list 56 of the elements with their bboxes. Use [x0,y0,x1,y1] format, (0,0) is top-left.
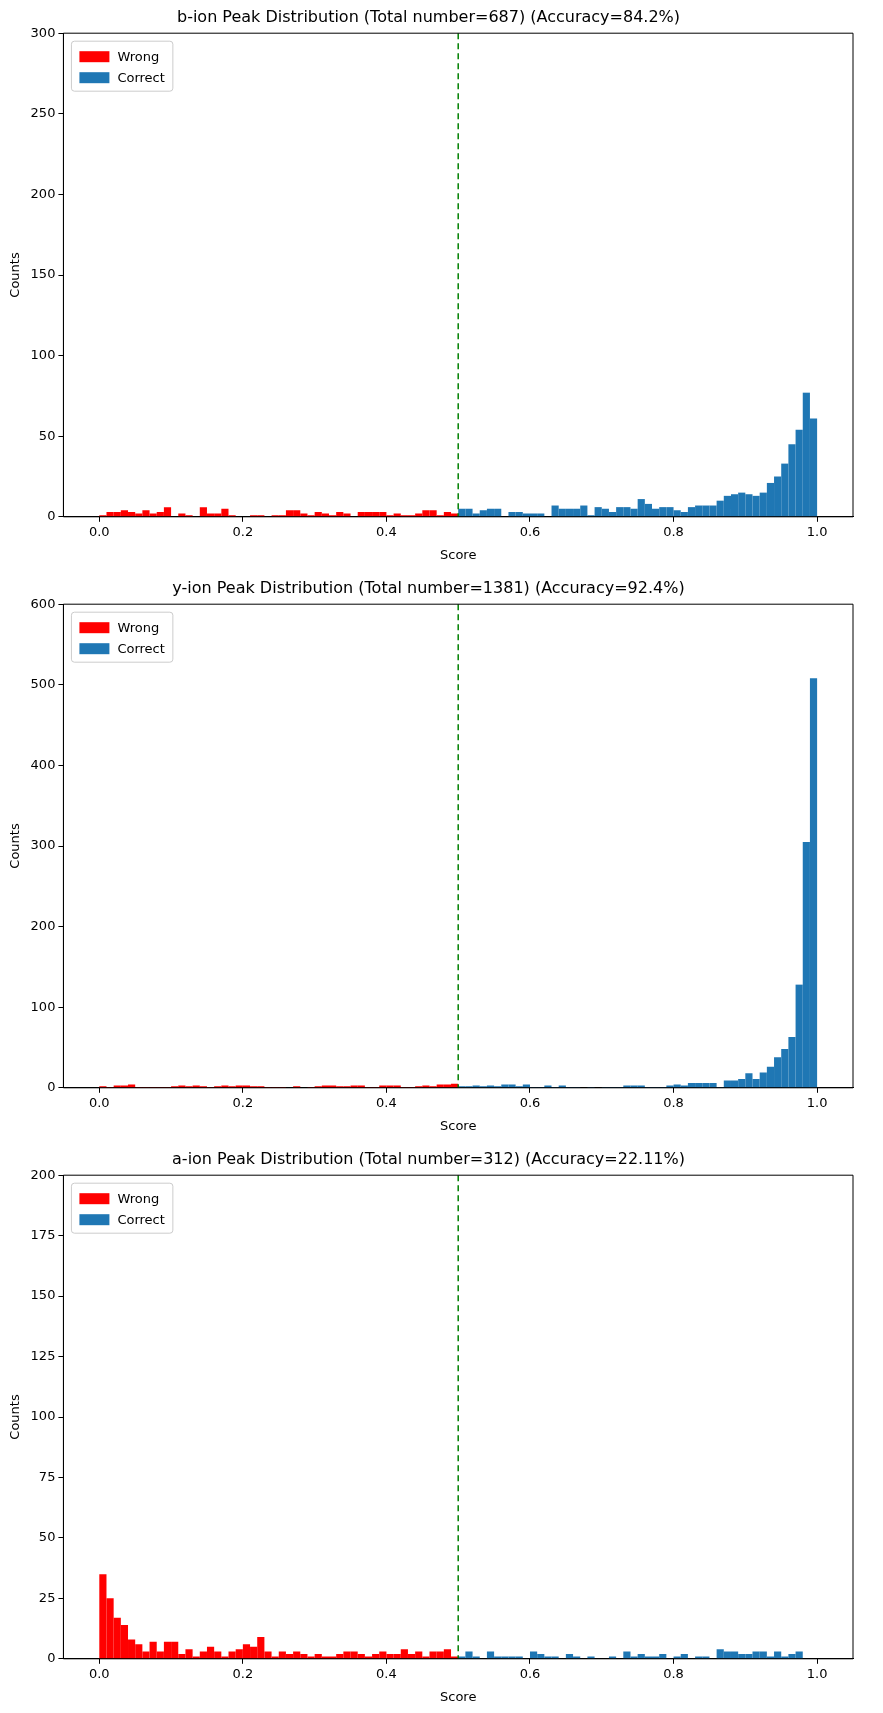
chart-title: y-ion Peak Distribution (Total number=1381) (Accuracy=92.4%) [172,577,685,597]
legend-label: Correct [117,69,165,85]
x-tick-label: 0.4 [376,1094,397,1110]
y-tick-label: 150 [30,266,56,282]
x-tick-label: 0.6 [519,1094,541,1110]
y-tick-label: 175 [30,1227,56,1243]
x-tick-label: 0.0 [88,523,110,539]
x-tick-label: 1.0 [806,523,828,539]
y-tick-label: 500 [30,676,56,692]
y-axis-title: Counts [7,252,23,298]
y-tick-label: 50 [38,427,56,443]
y-tick-label: 75 [38,1468,56,1484]
y-tick-label: 0 [47,1650,56,1666]
y-tick-label: 250 [30,105,56,121]
y-tick-label: 300 [30,24,56,40]
x-tick-label: 0.8 [663,1094,684,1110]
y-tick-label: 100 [30,346,56,362]
y-tick-label: 100 [30,1408,56,1424]
y-tick-label: 200 [30,917,56,933]
x-tick-label: 0.4 [376,523,397,539]
x-tick-label: 0.2 [232,1094,254,1110]
x-tick-label: 0.8 [663,523,684,539]
legend-label: Wrong [117,1190,160,1206]
y-tick-label: 25 [38,1589,56,1605]
x-tick-label: 0.2 [232,523,254,539]
x-tick-label: 1.0 [806,1094,828,1110]
chart-title: a-ion Peak Distribution (Total number=312) (Accuracy=22.11%) [172,1148,685,1168]
y-tick-label: 150 [30,1287,56,1303]
x-tick-label: 0.0 [88,1094,110,1110]
y-tick-label: 200 [30,1166,56,1182]
y-axis-title: Counts [7,823,23,869]
x-tick-label: 0.0 [88,1665,110,1681]
y-tick-label: 100 [30,998,56,1014]
x-axis-title: Score [440,1688,477,1704]
legend-label: Correct [117,1211,165,1227]
y-tick-label: 50 [38,1529,56,1545]
x-tick-label: 0.6 [519,523,541,539]
y-tick-label: 0 [47,508,56,524]
legend-label: Correct [117,640,165,656]
y-tick-label: 600 [30,595,56,611]
legend-label: Wrong [117,48,160,64]
y-tick-label: 0 [47,1079,56,1095]
y-tick-label: 125 [30,1347,56,1363]
x-tick-label: 0.2 [232,1665,254,1681]
x-axis-title: Score [440,546,477,562]
x-tick-label: 0.6 [519,1665,541,1681]
x-tick-label: 1.0 [806,1665,828,1681]
legend-label: Wrong [117,619,160,635]
x-tick-label: 0.4 [376,1665,397,1681]
y-tick-label: 200 [30,185,56,201]
y-tick-label: 400 [30,756,56,772]
y-tick-label: 300 [30,837,56,853]
chart-title: b-ion Peak Distribution (Total number=687) (Accuracy=84.2%) [176,6,681,26]
y-axis-title: Counts [7,1394,23,1440]
x-tick-label: 0.8 [663,1665,684,1681]
x-axis-title: Score [440,1117,477,1133]
